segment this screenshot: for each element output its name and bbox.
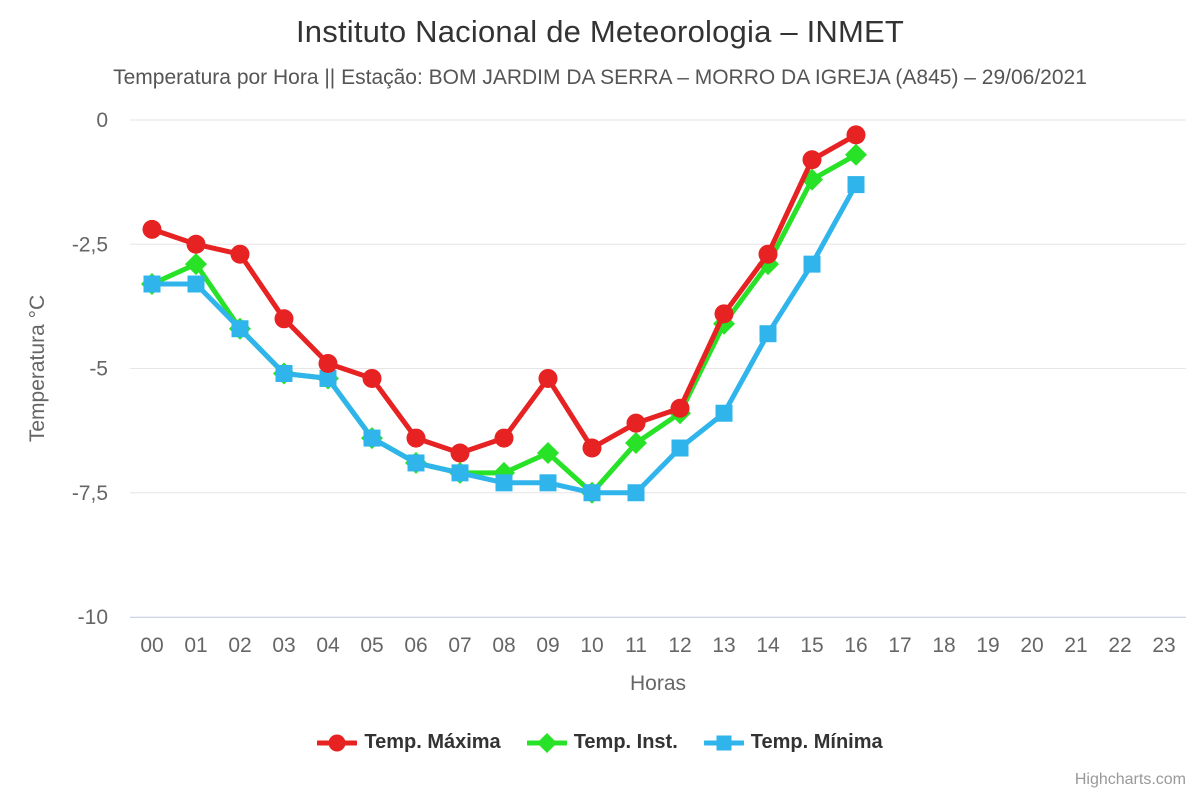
x-tick-label: 10: [580, 634, 603, 657]
x-tick-label: 07: [448, 634, 471, 657]
y-tick-label: -7,5: [72, 482, 108, 505]
data-point-marker[interactable]: [716, 735, 732, 750]
x-tick-label: 02: [228, 634, 251, 657]
data-point-marker[interactable]: [671, 439, 689, 457]
x-tick-label: 11: [625, 634, 647, 657]
legend-item-temp-inst[interactable]: Temp. Inst.: [526, 731, 678, 754]
data-point-marker[interactable]: [538, 368, 558, 388]
data-point-marker[interactable]: [583, 484, 601, 502]
x-tick-label: 20: [1020, 634, 1043, 657]
x-tick-label: 00: [140, 634, 163, 657]
x-axis-title: Horas: [630, 672, 686, 695]
data-point-marker[interactable]: [142, 219, 162, 239]
series-temp-m-nima: [143, 176, 865, 502]
x-tick-label: 21: [1064, 634, 1087, 657]
data-point-marker[interactable]: [626, 413, 646, 433]
data-point-marker[interactable]: [845, 143, 867, 166]
x-tick-label: 06: [404, 634, 427, 657]
legend-marker-circle-icon: [317, 734, 358, 751]
y-tick-label: -5: [89, 358, 108, 381]
data-point-marker[interactable]: [537, 441, 559, 464]
x-tick-label: 05: [360, 634, 383, 657]
y-tick-label: 0: [96, 109, 108, 132]
data-point-marker[interactable]: [670, 398, 690, 418]
data-point-marker[interactable]: [627, 484, 645, 502]
highcharts-credits[interactable]: Highcharts.com: [1074, 771, 1186, 788]
x-tick-label: 09: [536, 634, 559, 657]
legend-label: Temp. Mínima: [750, 731, 883, 753]
data-point-marker[interactable]: [406, 428, 426, 448]
data-point-marker[interactable]: [319, 369, 337, 387]
x-tick-label: 03: [272, 634, 295, 657]
y-axis-title: Temperatura °C: [26, 295, 49, 442]
plot-area: 0 -2,5 -5 -7,5 -10 00 01 02 03 04 05 06 07 08 09 10 11 12…: [26, 109, 1186, 695]
data-point-marker[interactable]: [759, 325, 777, 343]
data-point-marker[interactable]: [187, 275, 205, 293]
data-point-marker[interactable]: [185, 253, 207, 276]
chart-title: Instituto Nacional de Meteorologia – INM…: [295, 14, 905, 49]
x-tick-label: 19: [976, 634, 999, 657]
x-tick-label: 23: [1152, 634, 1175, 657]
series-temp-m-xima: [142, 125, 866, 463]
data-point-marker[interactable]: [846, 125, 866, 145]
y-tick-label: -10: [78, 606, 108, 629]
legend-marker-diamond-icon: [526, 732, 567, 753]
data-point-marker[interactable]: [362, 368, 382, 388]
data-point-marker[interactable]: [451, 464, 469, 482]
data-point-marker[interactable]: [274, 309, 294, 329]
chart-subtitle: Temperatura por Hora || Estação: BOM JAR…: [113, 66, 1087, 89]
data-point-marker[interactable]: [714, 304, 734, 324]
data-point-marker[interactable]: [318, 354, 338, 374]
legend: Temp. Máxima Temp. Inst. Temp. Mínima: [0, 731, 1200, 754]
data-point-marker[interactable]: [275, 364, 293, 382]
legend-item-temp-minima[interactable]: Temp. Mínima: [703, 731, 883, 754]
x-tick-label: 14: [756, 634, 780, 657]
legend-item-temp-maxima[interactable]: Temp. Máxima: [317, 731, 501, 754]
y-axis-labels: 0 -2,5 -5 -7,5 -10: [72, 109, 108, 629]
data-point-marker[interactable]: [582, 438, 602, 458]
data-point-marker[interactable]: [186, 234, 206, 254]
data-point-marker[interactable]: [363, 429, 381, 447]
data-point-marker[interactable]: [758, 244, 778, 264]
x-tick-label: 04: [316, 634, 340, 657]
x-tick-label: 18: [932, 634, 955, 657]
data-point-marker[interactable]: [328, 734, 346, 751]
x-tick-label: 15: [800, 634, 823, 657]
data-point-marker[interactable]: [715, 404, 733, 422]
data-point-marker[interactable]: [802, 150, 822, 170]
data-point-marker[interactable]: [803, 255, 821, 273]
x-tick-label: 08: [492, 634, 515, 657]
series-line: [149, 132, 859, 456]
x-tick-label: 13: [712, 634, 735, 657]
data-point-marker[interactable]: [407, 454, 425, 472]
data-point-marker[interactable]: [539, 474, 557, 492]
data-point-marker[interactable]: [231, 320, 249, 338]
data-point-marker[interactable]: [230, 244, 250, 264]
data-point-marker[interactable]: [495, 474, 513, 492]
x-tick-label: 01: [184, 634, 207, 657]
data-point-marker[interactable]: [536, 732, 557, 753]
data-point-marker[interactable]: [494, 428, 514, 448]
legend-marker-square-icon: [703, 735, 744, 750]
data-point-marker[interactable]: [847, 176, 865, 194]
x-tick-label: 22: [1108, 634, 1131, 657]
data-point-marker[interactable]: [625, 432, 647, 455]
data-point-marker[interactable]: [143, 275, 161, 293]
legend-label: Temp. Inst.: [573, 731, 678, 753]
legend-label: Temp. Máxima: [364, 731, 501, 753]
x-tick-label: 12: [668, 634, 691, 657]
x-tick-label: 16: [844, 634, 867, 657]
y-tick-label: -2,5: [72, 233, 108, 256]
series-temp-inst: [141, 143, 867, 504]
data-point-marker[interactable]: [450, 443, 470, 463]
x-tick-label: 17: [888, 634, 911, 657]
x-axis-labels: 00 01 02 03 04 05 06 07 08 09 10 11 12 13 14 15 16 17 18 19…: [140, 634, 1175, 657]
